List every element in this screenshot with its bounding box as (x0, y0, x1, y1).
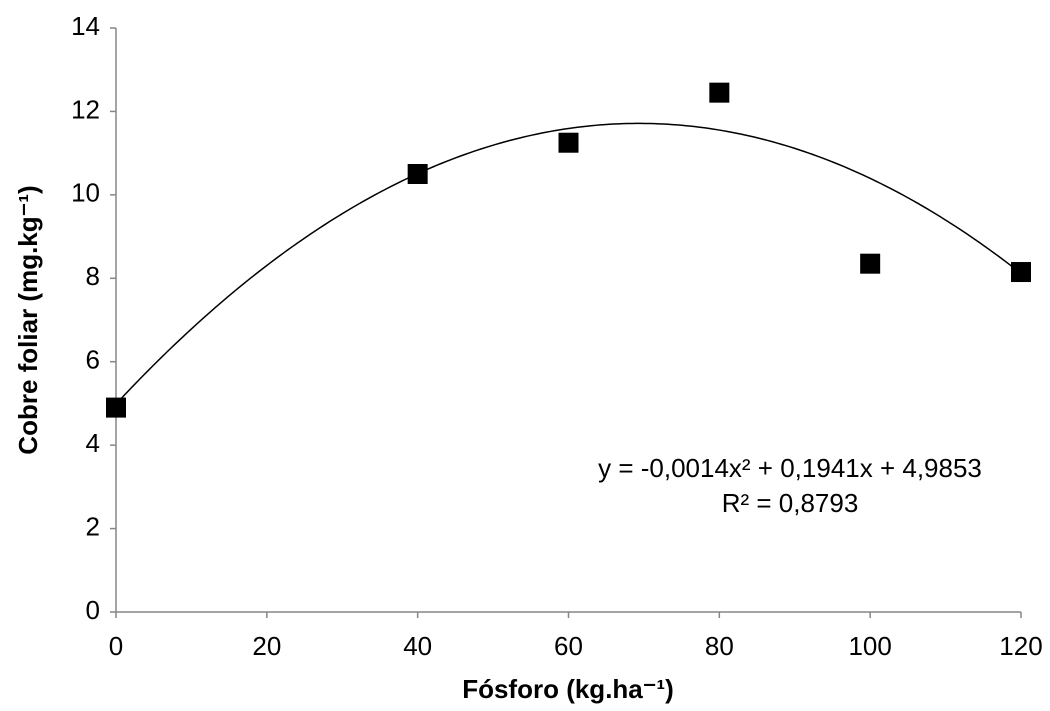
y-tick-label: 6 (86, 345, 100, 375)
x-tick-label: 60 (554, 631, 583, 661)
y-tick-label: 12 (71, 94, 100, 124)
y-tick-label: 10 (71, 178, 100, 208)
point (860, 253, 881, 274)
r2-annotation: R² = 0,8793 (722, 488, 859, 518)
point (106, 397, 126, 418)
y-tick-label: 2 (86, 511, 100, 541)
x-tick-label: 100 (848, 631, 891, 661)
x-tick-label: 40 (403, 631, 432, 661)
point (709, 82, 730, 103)
point (1011, 262, 1031, 283)
y-tick-label: 4 (86, 428, 100, 458)
x-tick-label: 20 (252, 631, 281, 661)
trendline (115, 122, 1022, 405)
x-axis-title: Fósforo (kg.ha⁻¹) (462, 674, 674, 704)
equation-annotation: y = -0,0014x² + 0,1941x + 4,9853 (598, 453, 982, 483)
x-tick-label: 120 (999, 631, 1042, 661)
x-tick-label: 80 (705, 631, 734, 661)
y-tick-label: 14 (71, 11, 100, 41)
y-tick-label: 8 (86, 261, 100, 291)
y-tick-label: 0 (86, 595, 100, 625)
y-axis-title: Cobre foliar (mg.kg⁻¹) (13, 185, 43, 454)
x-tick-label: 0 (109, 631, 123, 661)
point (558, 132, 579, 153)
point (407, 164, 428, 184)
